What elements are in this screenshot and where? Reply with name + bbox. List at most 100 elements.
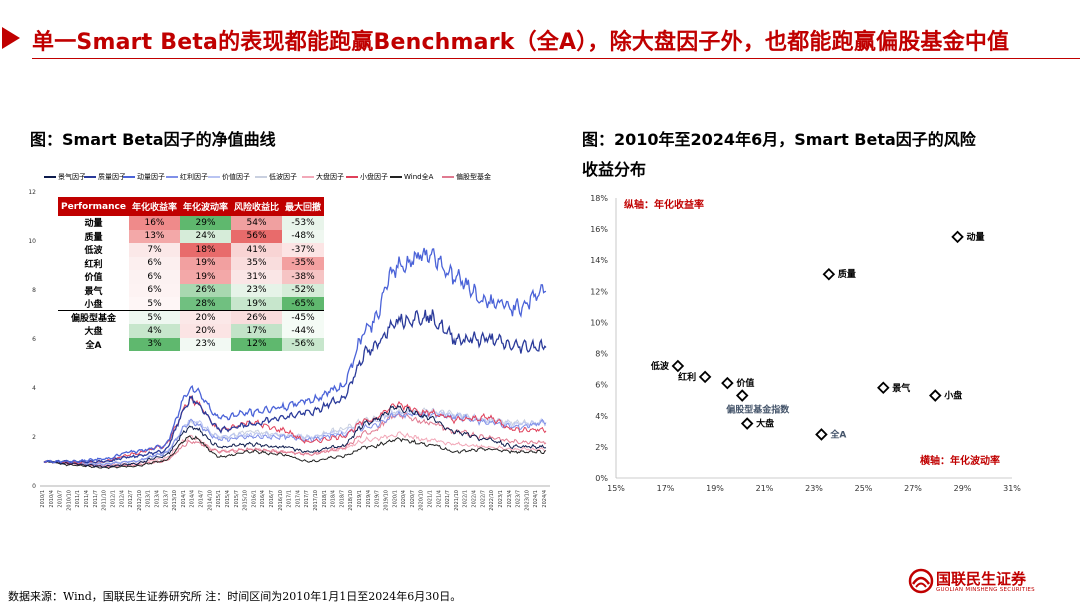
x-tick-label: 2018/4 — [331, 490, 337, 508]
legend-label: 价值因子 — [222, 173, 250, 181]
x-tick-label: 2022/1 — [463, 490, 469, 508]
y-tick-label: 12 — [28, 189, 36, 196]
scatter-point-label: 红利 — [678, 371, 696, 383]
legend-label: 红利因子 — [180, 173, 208, 181]
x-tick-label: 2015/1 — [216, 490, 222, 508]
table-row: 低波 7% 18% 41% -37% — [58, 243, 325, 257]
table-cell: -37% — [282, 243, 325, 257]
series-line — [43, 309, 547, 464]
x-tick-label: 2016/7 — [269, 490, 275, 508]
legend-swatch — [44, 176, 56, 178]
legend-label: 低波因子 — [269, 173, 297, 181]
risk-return-scatter-chart: 0% 2% 4% 6% 8% 10% 12% 14% 16% 18% 15% 17% 19% 21% 23%… — [590, 194, 1021, 493]
table-cell: 26% — [180, 283, 232, 297]
table-cell: 26% — [231, 310, 283, 324]
table-row-name: 质量 — [58, 229, 129, 243]
table-cell: 19% — [180, 256, 232, 270]
table-cell: -38% — [282, 270, 325, 284]
scatter-point-label: 偏股型基金指数 — [726, 404, 790, 416]
y-tick-label: 10% — [590, 318, 608, 327]
line-chart-legend: 景气因子 质量因子 动量因子 红利因子 价值因子 低波因子 大盘因子 小盘因子 Wind全A 偏股… — [44, 172, 544, 184]
x-tick-label: 2012/7 — [128, 490, 134, 508]
table-cell: 17% — [231, 324, 283, 338]
table-cell: 18% — [180, 243, 232, 257]
x-tick-label: 2018/10 — [348, 490, 354, 511]
x-tick-label: 2023/7 — [516, 490, 522, 508]
table-header-cell: Performance — [58, 197, 129, 216]
scatter-point — [822, 267, 836, 281]
scatter-point — [671, 359, 685, 373]
x-tick-label: 2012/10 — [137, 490, 143, 511]
table-cell: 54% — [231, 216, 283, 230]
table-cell: -52% — [282, 283, 325, 297]
company-name-cn: 国联民生证券 — [936, 570, 1027, 588]
x-tick-label: 2013/7 — [163, 490, 169, 508]
right-figure-title-line2: 收益分布 — [582, 160, 647, 179]
x-tick-label: 21% — [756, 484, 774, 493]
table-row-name: 全A — [58, 337, 129, 351]
y-tick-label: 8% — [595, 350, 608, 359]
legend-item: 偏股型基金 — [442, 172, 491, 182]
x-tick-label: 2023/1 — [498, 490, 504, 508]
legend-item: 小盘因子 — [346, 172, 388, 182]
table-header-cell: 最大回撤 — [282, 197, 325, 216]
x-tick-label: 23% — [805, 484, 823, 493]
table-cell: 28% — [180, 297, 232, 311]
x-tick-label: 17% — [657, 484, 675, 493]
scatter-point-label: 景气 — [892, 382, 910, 394]
table-cell: 12% — [231, 337, 283, 351]
series-line — [43, 435, 547, 470]
footer-source-note: 数据来源：Wind，国联民生证券研究所 注：时间区间为2010年1月1日至202… — [8, 590, 462, 603]
y-tick-label: 6 — [32, 336, 36, 343]
x-tick-label: 2011/1 — [75, 490, 81, 508]
table-cell: -53% — [282, 216, 325, 230]
table-cell: -44% — [282, 324, 325, 338]
x-tick-label: 2024/1 — [533, 490, 539, 508]
scatter-point — [929, 389, 942, 402]
y-tick-label: 8 — [32, 287, 36, 294]
table-cell: 19% — [231, 297, 283, 311]
legend-label: 偏股型基金 — [456, 173, 491, 181]
table-cell: 35% — [231, 256, 283, 270]
scatter-point-label: 低波 — [650, 360, 670, 372]
table-cell: 23% — [180, 337, 232, 351]
x-tick-label: 2011/7 — [93, 490, 99, 508]
x-tick-label: 2017/7 — [304, 490, 310, 508]
x-tick-label: 2021/4 — [436, 490, 442, 508]
table-cell: 31% — [231, 270, 283, 284]
table-cell: 5% — [128, 297, 180, 311]
table-header-cell: 年化收益率 — [128, 197, 180, 216]
x-tick-label: 2022/10 — [489, 490, 495, 511]
table-row: 景气 6% 26% 23% -52% — [58, 283, 325, 297]
y-tick-label: 10 — [28, 238, 36, 245]
slide-title: 单一Smart Beta的表现都能跑赢Benchmark（全A），除大盘因子外，… — [32, 30, 1010, 55]
x-tick-label: 2010/4 — [49, 490, 55, 508]
table-cell: 6% — [128, 283, 180, 297]
x-tick-label: 2020/1 — [392, 490, 398, 508]
x-tick-label: 2014/10 — [207, 490, 213, 511]
x-tick-label: 2024/4 — [542, 490, 548, 508]
x-tick-label: 2016/1 — [251, 490, 257, 508]
series-line — [44, 407, 547, 466]
x-axis-title: 横轴：年化波动率 — [920, 454, 1000, 467]
company-logo-icon — [908, 568, 934, 594]
table-row: 小盘 5% 28% 19% -65% — [58, 297, 325, 311]
x-tick-label: 2015/4 — [225, 490, 231, 508]
legend-swatch — [390, 176, 402, 178]
slide-header: 单一Smart Beta的表现都能跑赢Benchmark（全A），除大盘因子外，… — [0, 0, 1080, 64]
table-cell: 5% — [128, 310, 180, 324]
legend-swatch — [346, 176, 358, 178]
left-figure-title: 图：Smart Beta因子的净值曲线 — [30, 130, 276, 149]
scatter-point-label: 价值 — [736, 377, 754, 389]
x-tick-label: 19% — [706, 484, 724, 493]
x-tick-label: 2013/4 — [154, 490, 160, 508]
scatter-point — [735, 389, 749, 402]
x-tick-label: 2010/7 — [58, 490, 64, 508]
table-row: 动量 16% 29% 54% -53% — [58, 216, 325, 230]
table-row-name: 动量 — [58, 216, 129, 230]
x-tick-label: 2020/7 — [410, 490, 416, 508]
x-tick-label: 2021/7 — [445, 490, 451, 508]
x-tick-label: 2013/1 — [146, 490, 152, 508]
table-header-cell: 风险收益比 — [231, 197, 283, 216]
legend-label: 动量因子 — [137, 173, 165, 181]
